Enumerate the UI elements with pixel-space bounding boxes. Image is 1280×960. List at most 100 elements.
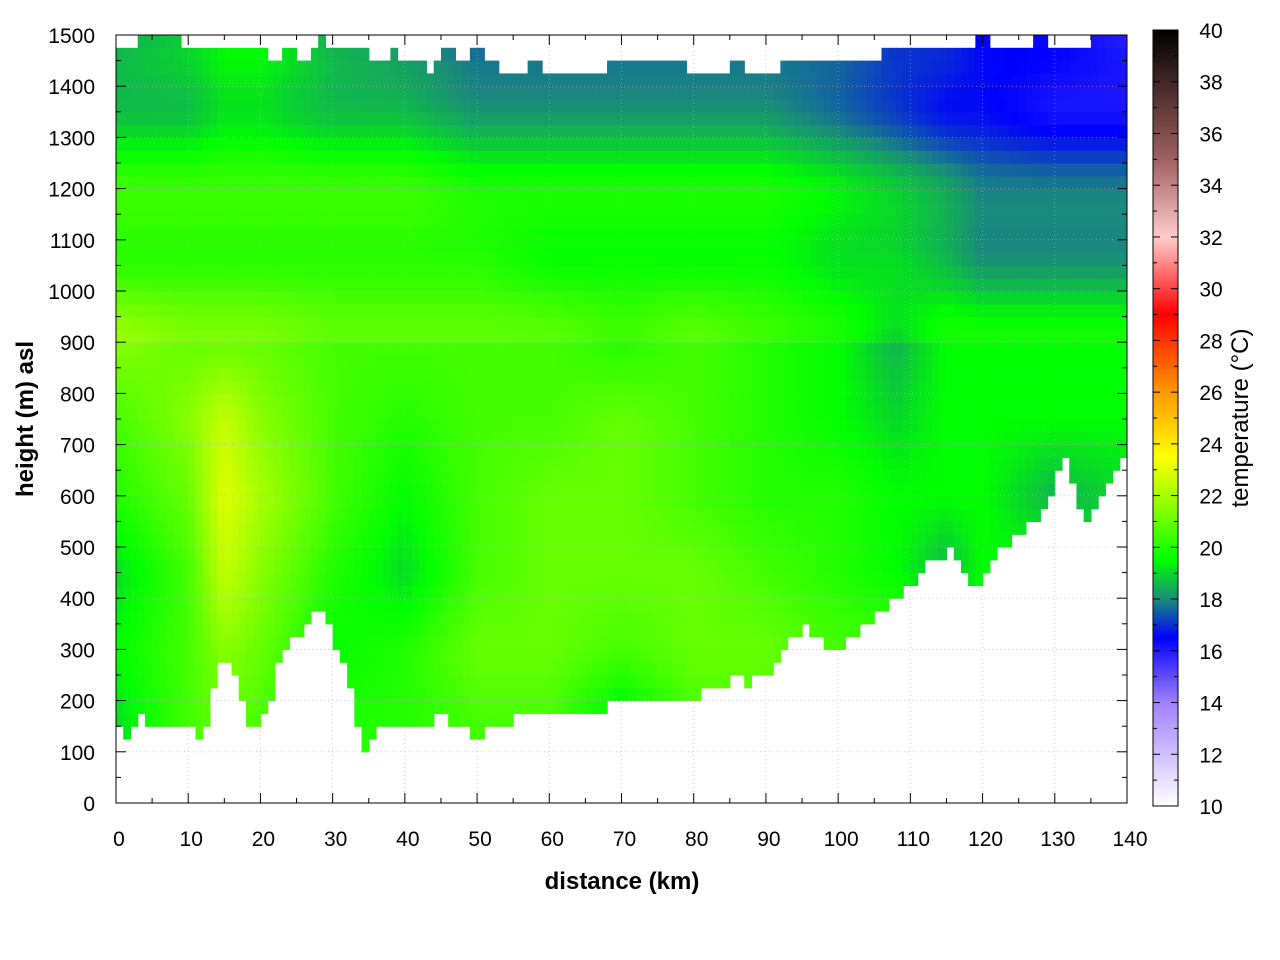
- heatmap-cell: [404, 150, 413, 164]
- heatmap-cell: [354, 444, 363, 458]
- heatmap-cell: [744, 150, 753, 164]
- heatmap-cell: [607, 163, 615, 177]
- heatmap-cell: [809, 278, 818, 292]
- heatmap-cell: [318, 444, 327, 458]
- heatmap-cell: [729, 137, 738, 151]
- heatmap-cell: [563, 99, 572, 113]
- heatmap-cell: [672, 457, 680, 471]
- heatmap-cell: [224, 380, 233, 394]
- heatmap-cell: [469, 265, 478, 279]
- heatmap-cell: [477, 111, 485, 126]
- heatmap-cell: [599, 649, 608, 663]
- heatmap-cell: [469, 585, 478, 599]
- heatmap-cell: [664, 252, 673, 266]
- heatmap-cell: [238, 239, 247, 254]
- heatmap-cell: [672, 623, 680, 638]
- heatmap-cell: [823, 470, 832, 484]
- heatmap-cell: [303, 572, 312, 586]
- heatmap-cell: [534, 201, 543, 215]
- heatmap-cell: [347, 265, 355, 279]
- heatmap-cell: [708, 406, 716, 420]
- heatmap-cell: [621, 534, 630, 548]
- heatmap-cell: [715, 111, 724, 126]
- heatmap-cell: [209, 393, 218, 407]
- heatmap-cell: [267, 483, 276, 497]
- heatmap-cell: [563, 252, 572, 266]
- heatmap-cell: [289, 175, 298, 190]
- heatmap-cell: [325, 99, 334, 113]
- heatmap-cell: [520, 227, 529, 241]
- heatmap-cell: [708, 419, 716, 433]
- heatmap-cell: [209, 444, 218, 458]
- heatmap-cell: [224, 60, 233, 74]
- heatmap-cell: [672, 111, 680, 126]
- heatmap-cell: [202, 393, 211, 407]
- heatmap-cell: [664, 227, 673, 241]
- heatmap-cell: [628, 687, 637, 702]
- heatmap-cell: [123, 495, 132, 510]
- heatmap-cell: [462, 303, 471, 318]
- heatmap-cell: [166, 227, 175, 241]
- heatmap-cell: [520, 252, 529, 266]
- heatmap-cell: [708, 163, 716, 177]
- heatmap-cell: [303, 547, 312, 561]
- heatmap-cell: [303, 342, 312, 356]
- heatmap-cell: [289, 342, 298, 356]
- heatmap-cell: [144, 214, 153, 228]
- heatmap-cell: [657, 265, 666, 279]
- heatmap-cell: [339, 367, 348, 382]
- heatmap-cell: [375, 150, 384, 164]
- heatmap-cell: [217, 137, 225, 151]
- heatmap-cell: [173, 534, 182, 548]
- heatmap-cell: [599, 342, 608, 356]
- heatmap-cell: [585, 675, 594, 689]
- heatmap-cell: [217, 303, 225, 318]
- heatmap-cell: [412, 329, 420, 343]
- heatmap-cell: [758, 291, 767, 305]
- heatmap-cell: [209, 124, 218, 138]
- heatmap-cell: [614, 419, 623, 433]
- heatmap-cell: [433, 124, 442, 138]
- heatmap-cell: [469, 124, 478, 138]
- heatmap-cell: [513, 431, 521, 446]
- heatmap-cell: [570, 111, 579, 126]
- heatmap-cell: [404, 265, 413, 279]
- heatmap-cell: [505, 675, 514, 689]
- heatmap-cell: [744, 355, 753, 369]
- heatmap-cell: [217, 611, 225, 625]
- heatmap-cell: [274, 508, 283, 522]
- heatmap-cell: [361, 739, 370, 753]
- heatmap-cell: [368, 214, 377, 228]
- heatmap-cell: [491, 367, 500, 382]
- heatmap-cell: [217, 188, 225, 202]
- heatmap-cell: [527, 470, 536, 484]
- heatmap-cell: [751, 406, 760, 420]
- heatmap-cell: [318, 342, 327, 356]
- heatmap-cell: [231, 137, 240, 151]
- heatmap-cell: [390, 124, 399, 138]
- heatmap-cell: [390, 406, 399, 420]
- heatmap-cell: [325, 201, 334, 215]
- heatmap-cell: [296, 367, 305, 382]
- heatmap-cell: [635, 201, 644, 215]
- heatmap-cell: [621, 163, 630, 177]
- heatmap-cell: [830, 419, 839, 433]
- heatmap-cell: [412, 380, 420, 394]
- heatmap-cell: [209, 547, 218, 561]
- heatmap-cell: [383, 636, 392, 650]
- heatmap-cell: [231, 393, 240, 407]
- heatmap-cell: [664, 623, 673, 638]
- heatmap-cell: [549, 188, 558, 202]
- heatmap-cell: [520, 611, 529, 625]
- heatmap-cell: [578, 662, 586, 676]
- heatmap-cell: [520, 547, 529, 561]
- heatmap-cell: [159, 483, 168, 497]
- heatmap-cell: [830, 457, 839, 471]
- heatmap-cell: [130, 188, 139, 202]
- heatmap-cell: [440, 73, 449, 87]
- heatmap-cell: [318, 534, 327, 548]
- heatmap-cell: [693, 444, 702, 458]
- heatmap-cell: [195, 662, 204, 676]
- heatmap-cell: [144, 431, 153, 446]
- heatmap-cell: [484, 99, 493, 113]
